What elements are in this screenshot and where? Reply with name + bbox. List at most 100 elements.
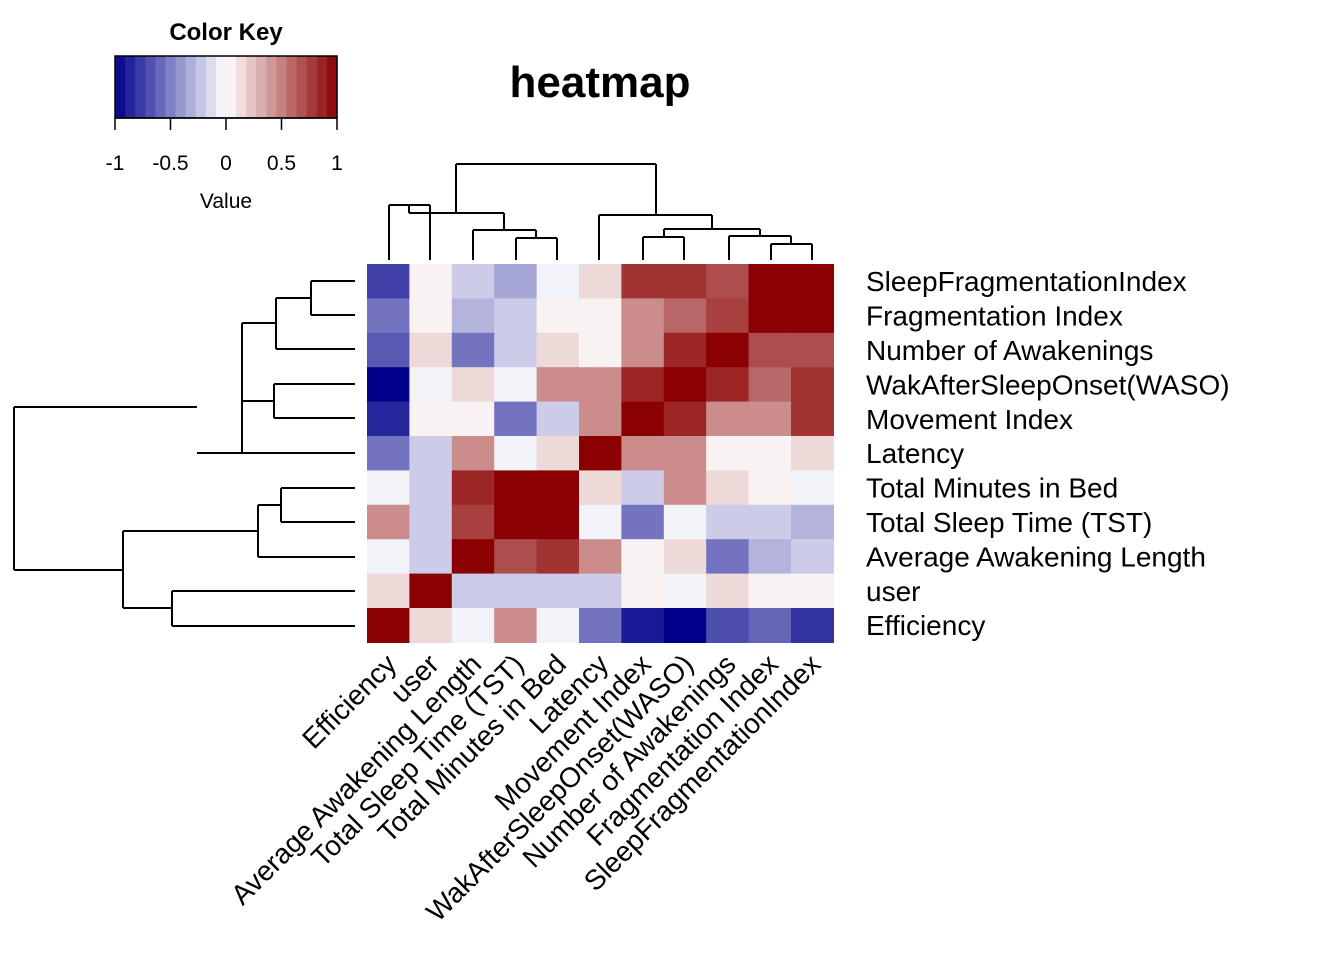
heatmap-cell: [621, 298, 665, 334]
row-label: Total Sleep Time (TST): [866, 507, 1152, 538]
heatmap-cell: [579, 332, 622, 368]
heatmap-cell: [706, 401, 750, 437]
heatmap-cell: [706, 264, 750, 299]
row-label: user: [866, 576, 920, 607]
heatmap-cell: [409, 367, 453, 403]
heatmap-cell: [663, 332, 707, 368]
heatmap-cell: [451, 573, 495, 609]
heatmap-cell: [536, 608, 580, 643]
heatmap-cell: [706, 573, 750, 609]
heatmap-cell: [748, 539, 792, 575]
heatmap-cell: [367, 367, 410, 403]
color-key-xlabel: Value: [200, 190, 252, 213]
heatmap-cell: [663, 608, 707, 643]
heatmap-cell: [663, 401, 707, 437]
heatmap-cell: [706, 332, 750, 368]
heatmap-cell: [791, 367, 834, 403]
heatmap-cell: [536, 401, 580, 437]
row-label: Latency: [866, 438, 964, 469]
heatmap-cell: [409, 298, 453, 334]
row-label: Number of Awakenings: [866, 335, 1153, 366]
heatmap-cell: [494, 539, 538, 575]
heatmap-cell: [663, 504, 707, 540]
heatmap-cell: [494, 608, 538, 643]
color-key-swatch: [276, 56, 287, 118]
heatmap-cell: [579, 401, 622, 437]
heatmap-cell: [451, 298, 495, 334]
heatmap-cell: [409, 573, 453, 609]
color-key-swatch: [215, 56, 227, 118]
heatmap-cell: [706, 367, 750, 403]
heatmap-cell: [367, 573, 410, 609]
heatmap-cell: [409, 470, 453, 506]
heatmap-cell: [451, 470, 495, 506]
heatmap-cell: [367, 401, 410, 437]
heatmap-cell: [791, 539, 834, 575]
heatmap-cell: [579, 264, 622, 299]
heatmap-cell: [748, 401, 792, 437]
heatmap-cell: [367, 470, 410, 506]
heatmap-cell: [494, 573, 538, 609]
color-key-swatch: [205, 56, 217, 118]
heatmap-cell: [706, 539, 750, 575]
heatmap-cell: [536, 539, 580, 575]
heatmap-cell: [706, 436, 750, 471]
heatmap-cell: [409, 332, 453, 368]
row-label: Movement Index: [866, 404, 1073, 435]
heatmap-cell: [367, 264, 410, 299]
heatmap-cell: [409, 401, 453, 437]
heatmap-cell: [791, 504, 834, 540]
heatmap-cell: [791, 401, 834, 437]
heatmap-cell: [367, 539, 410, 575]
heatmap-cell: [451, 332, 495, 368]
heatmap-cell: [494, 332, 538, 368]
heatmap-cell: [791, 332, 834, 368]
color-key-swatch: [316, 56, 328, 118]
heatmap-cell: [536, 573, 580, 609]
heatmap-cell: [706, 298, 750, 334]
color-key-swatch: [195, 56, 207, 118]
heatmap-cell: [367, 608, 410, 643]
heatmap-cell: [494, 470, 538, 506]
heatmap-cell: [621, 504, 665, 540]
heatmap-cell: [748, 470, 792, 506]
heatmap-cell: [791, 470, 834, 506]
heatmap-cell: [536, 264, 580, 299]
row-label: Efficiency: [866, 610, 985, 641]
heatmap-cell: [791, 573, 834, 609]
column-dendrogram: [388, 163, 813, 260]
heatmap-cell: [748, 264, 792, 299]
heatmap-cell: [536, 367, 580, 403]
color-key-swatch: [296, 56, 308, 118]
row-labels: SleepFragmentationIndex Fragmentation Ind…: [866, 266, 1230, 641]
color-key-tick-label: 1: [331, 152, 343, 175]
heatmap-cell: [621, 470, 665, 506]
heatmap-cell: [579, 367, 622, 403]
heatmap-cell: [409, 436, 453, 471]
heatmap-cell: [621, 539, 665, 575]
heatmap-cell: [494, 504, 538, 540]
heatmap-cell: [621, 436, 665, 471]
heatmap-cell: [451, 264, 495, 299]
heatmap-cell: [409, 504, 453, 540]
heatmap-cell: [621, 608, 665, 643]
row-label: WakAfterSleepOnset(WASO): [866, 369, 1230, 400]
color-key-swatch: [145, 56, 156, 118]
row-label: Average Awakening Length: [866, 541, 1206, 572]
heatmap-cell: [579, 608, 622, 643]
heatmap-cell: [536, 298, 580, 334]
heatmap-cell: [748, 332, 792, 368]
heatmap-cell: [706, 470, 750, 506]
heatmap-cell: [663, 470, 707, 506]
color-key-swatch: [306, 56, 318, 118]
heatmap-cell: [451, 608, 495, 643]
heatmap-cell: [536, 470, 580, 506]
heatmap-cell: [663, 436, 707, 471]
heatmap-cell: [791, 608, 834, 643]
color-key-swatch: [115, 56, 126, 118]
color-key-ticks: -1 -0.5 0 0.5 1: [106, 117, 343, 175]
heatmap-cell: [748, 504, 792, 540]
chart-title: heatmap: [510, 58, 691, 107]
color-key-swatch: [226, 56, 237, 118]
